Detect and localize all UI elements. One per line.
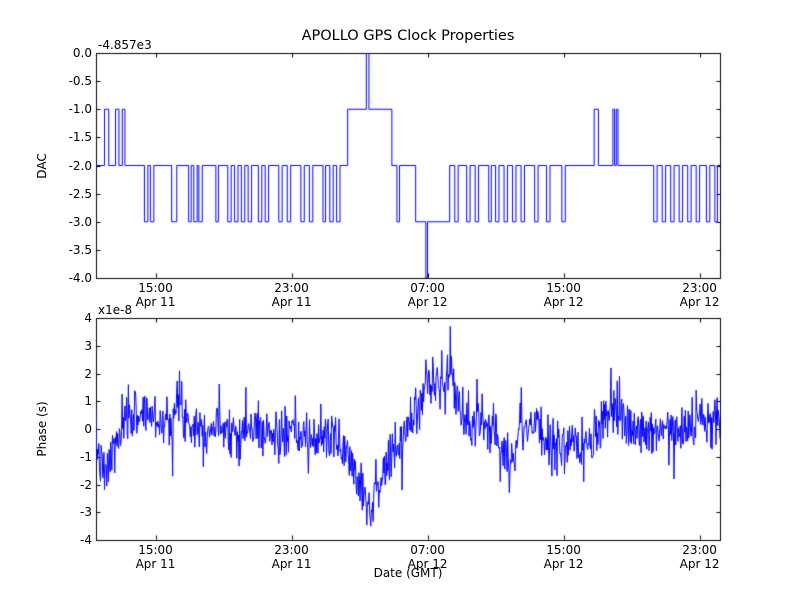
xtick-label: 15:00 Apr 12 bbox=[543, 543, 584, 571]
top-axis-offset-text: -4.857e3 bbox=[98, 38, 152, 52]
ytick-label: -1.5 bbox=[68, 130, 92, 145]
xtick-label: 15:00 Apr 11 bbox=[135, 281, 176, 309]
bottom-axis-offset-text: x1e-8 bbox=[98, 303, 133, 317]
ytick-label: -2 bbox=[80, 477, 92, 492]
ytick-label: -4 bbox=[80, 533, 92, 547]
ytick-label: 4 bbox=[84, 311, 92, 325]
ytick-label: 2 bbox=[84, 366, 92, 381]
ytick-label: 0.0 bbox=[72, 46, 92, 60]
xtick-label: 23:00 Apr 11 bbox=[271, 543, 312, 571]
ytick-label: 0 bbox=[84, 422, 92, 436]
xtick-label: 07:00 Apr 12 bbox=[407, 543, 448, 571]
ytick-label: -2.0 bbox=[68, 158, 92, 173]
xtick-label: 23:00 Apr 12 bbox=[679, 281, 720, 309]
ytick-label: -4.0 bbox=[68, 271, 92, 285]
chart-title: APOLLO GPS Clock Properties bbox=[301, 28, 515, 44]
xtick-label: 07:00 Apr 12 bbox=[407, 281, 448, 309]
ytick-label: 3 bbox=[84, 338, 92, 353]
xtick-label: 23:00 Apr 11 bbox=[271, 281, 312, 309]
ytick-label: -2.5 bbox=[68, 186, 92, 201]
ytick-label: -0.5 bbox=[68, 74, 92, 89]
ytick-label: 1 bbox=[84, 394, 92, 409]
ytick-label: -3.5 bbox=[68, 242, 92, 257]
x-axis-label: Date (GMT) bbox=[373, 566, 443, 580]
xtick-label: 15:00 Apr 11 bbox=[135, 543, 176, 571]
ytick-label: -3 bbox=[80, 505, 92, 520]
xtick-label: 15:00 Apr 12 bbox=[543, 281, 584, 309]
ytick-label: -3.0 bbox=[68, 214, 92, 229]
ytick-label: -1 bbox=[80, 449, 92, 464]
xtick-label: 23:00 Apr 12 bbox=[679, 543, 720, 571]
ytick-label: -1.0 bbox=[68, 102, 92, 117]
